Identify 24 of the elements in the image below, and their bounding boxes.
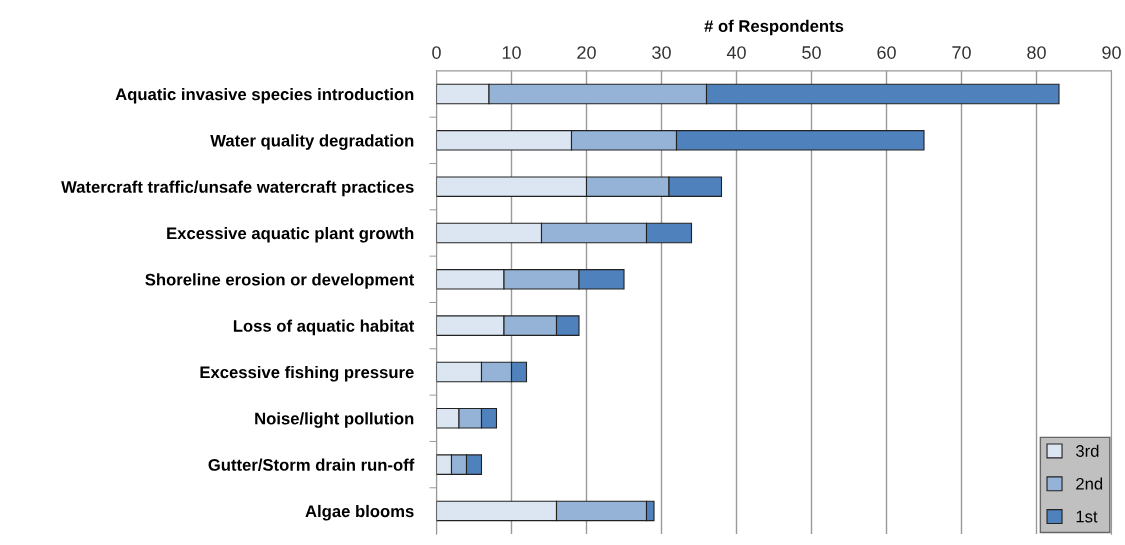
x-tick-label: 0 (432, 46, 441, 59)
y-tick-label: Excessive fishing pressure (200, 365, 414, 382)
x-tick-label: 10 (502, 46, 521, 59)
y-tick-label: Algae blooms (305, 504, 414, 521)
legend-label: 1st (1076, 510, 1098, 523)
y-tick-label: Loss of aquatic habitat (233, 319, 415, 336)
y-tick-label: Shoreline erosion or development (145, 273, 415, 289)
x-tick-label: 40 (726, 46, 746, 59)
x-tick-label: 50 (802, 46, 821, 59)
y-tick-label: Aquatic invasive species introduction (115, 87, 414, 104)
x-tick-label: 60 (877, 46, 896, 59)
y-tick-label: Gutter/Storm drain run-off (208, 458, 415, 471)
x-tick-label: 30 (652, 46, 671, 59)
x-tick-label: 90 (1102, 46, 1121, 59)
y-tick-label: Watercraft traffic/unsafe watercraft practices (61, 180, 414, 197)
y-tick-label: Water quality degradation (210, 134, 414, 150)
x-tick-label: 80 (1027, 46, 1046, 59)
y-tick-label: Excessive aquatic plant growth (167, 226, 414, 243)
legend-label: 3rd (1076, 444, 1099, 457)
y-tick-label: Noise/light pollution (255, 412, 414, 428)
x-tick-label: 70 (952, 46, 971, 59)
x-axis-title: # of Respondents (704, 19, 844, 36)
legend-label: 2nd (1076, 477, 1103, 490)
x-tick-label: 20 (577, 46, 596, 59)
